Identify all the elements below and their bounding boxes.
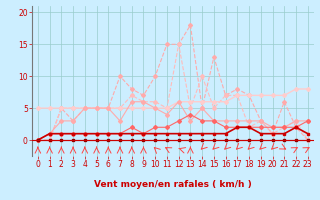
X-axis label: Vent moyen/en rafales ( km/h ): Vent moyen/en rafales ( km/h ): [94, 180, 252, 189]
